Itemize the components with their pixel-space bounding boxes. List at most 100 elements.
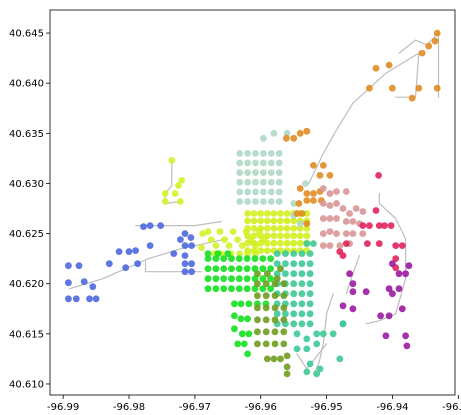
data-point [340,320,347,327]
data-point [350,280,357,287]
data-point [182,252,189,259]
data-point [396,270,403,277]
data-point [327,190,334,197]
data-points [65,30,441,378]
data-point [284,371,291,378]
data-point [299,260,306,267]
data-point [320,215,327,222]
y-tick-label: 40.625 [9,229,44,240]
data-point [297,130,304,137]
data-point [236,275,243,282]
data-point [307,361,314,368]
data-point [303,190,310,197]
data-point [307,290,314,297]
data-point [224,250,231,257]
data-point [363,288,370,295]
data-point [327,228,334,235]
data-point [299,300,306,307]
data-point [228,285,235,292]
data-point [254,328,261,335]
data-point [264,210,271,217]
data-point [170,250,177,257]
data-point [65,295,72,302]
data-point [257,247,264,254]
data-point [303,197,310,204]
data-point [343,240,350,247]
data-point [172,190,179,197]
data-point [402,270,409,277]
data-point [280,292,287,299]
data-point [244,240,251,247]
data-point [396,285,403,292]
data-point [350,218,357,225]
x-tick-label: -96.96 [245,402,277,413]
data-point [162,198,169,205]
data-point [244,275,251,282]
data-point [244,189,251,196]
data-point [268,189,275,196]
data-point [290,300,297,307]
x-tick-label: -96.94 [376,402,408,413]
data-point [290,240,297,247]
data-point [86,295,93,302]
data-point [244,225,251,232]
data-point [282,250,289,257]
data-point [276,169,283,176]
data-point [290,290,297,297]
data-point [254,316,261,323]
data-point [299,310,306,317]
data-point [276,150,283,157]
data-point [236,179,243,186]
data-point [303,232,310,239]
data-point [284,218,291,225]
data-point [303,369,310,376]
data-point [340,252,347,259]
data-point [244,179,251,186]
data-point [205,250,212,257]
data-point [205,228,212,235]
data-point [327,215,334,222]
data-point [264,225,271,232]
data-point [386,312,393,319]
data-point [320,230,327,237]
data-point [177,198,184,205]
data-point [297,220,304,227]
data-point [264,356,271,363]
data-point [290,250,297,257]
y-tick-label: 40.610 [9,379,44,390]
data-point [116,248,123,255]
data-point [359,208,366,215]
data-point [236,265,243,272]
data-point [126,248,133,255]
data-point [303,346,310,353]
x-tick-label: -96.93 [442,402,461,413]
data-point [263,280,270,287]
data-point [65,262,72,269]
data-point [346,270,353,277]
data-point [260,179,267,186]
data-point [246,330,253,337]
data-point [132,247,139,254]
data-point [399,242,406,249]
data-point [320,162,327,169]
data-point [264,232,271,239]
data-point [284,210,291,217]
data-point [268,179,275,186]
x-axis: -96.99-96.98-96.97-96.96-96.95-96.94-96.… [47,395,461,413]
data-point [277,265,284,272]
data-point [399,305,406,312]
data-point [290,260,297,267]
data-point [327,242,334,249]
data-point [236,169,243,176]
data-point [182,230,189,237]
data-point [251,247,258,254]
x-tick-label: -96.99 [47,402,79,413]
data-point [290,310,297,317]
data-point [268,150,275,157]
data-point [263,292,270,299]
data-point [236,255,243,262]
data-point [188,234,195,241]
data-point [317,172,324,179]
data-point [284,353,291,360]
data-point [215,250,222,257]
